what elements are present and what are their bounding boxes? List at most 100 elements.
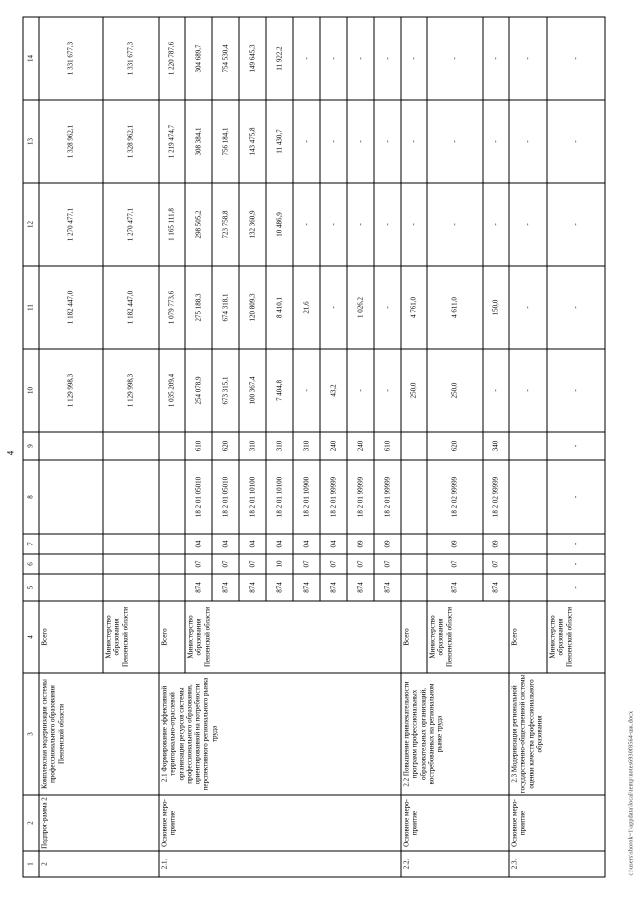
table-cell: Министерство образования Пензенской обла… — [184, 600, 401, 673]
activity-2-2-total-row: 2.2. Основное меро-приятие 2.2 Повышение п… — [400, 16, 509, 877]
table-cell — [508, 459, 547, 534]
table-cell: 04 — [238, 533, 266, 554]
table-cell: 4 761,0 — [400, 265, 427, 349]
table-cell: 18 2 01 10900 — [292, 459, 320, 534]
column-number: 11 — [22, 265, 39, 349]
table-cell: - — [400, 182, 427, 266]
table-cell: 298 505,2 — [184, 182, 212, 266]
table-cell: Основное меро-приятие — [158, 794, 401, 851]
table-cell: - — [546, 265, 605, 349]
table-header-row: 1 2 3 4 5 6 7 8 9 10 11 12 13 14 — [22, 16, 39, 877]
table-cell: - — [346, 16, 374, 100]
table-cell: 1 182 447,0 — [38, 265, 103, 349]
column-number: 9 — [22, 431, 39, 460]
table-cell: 1 328 962,1 — [38, 99, 103, 183]
table-cell: - — [546, 431, 605, 460]
table-cell: - — [426, 182, 483, 266]
table-cell: 874 — [265, 573, 293, 601]
table-cell: 310 — [238, 431, 266, 460]
table-cell: 250,0 — [400, 348, 427, 432]
table-cell: 2 — [38, 850, 159, 877]
table-cell: 2.3. — [508, 850, 605, 877]
table-cell: - — [546, 182, 605, 266]
table-cell: 874 — [373, 573, 401, 601]
column-number: 3 — [22, 672, 39, 795]
table-cell: 723 758,8 — [211, 182, 239, 266]
table-cell: 874 — [292, 573, 320, 601]
table-cell: - — [508, 348, 547, 432]
table-cell: Министерство образования Пензенской обла… — [546, 600, 605, 673]
table-cell: 1 270 477,1 — [38, 182, 103, 266]
table-cell: - — [373, 265, 401, 349]
table-cell: 308 384,1 — [184, 99, 212, 183]
table-cell: - — [508, 265, 547, 349]
table-cell: 874 — [426, 573, 483, 601]
table-cell: 04 — [292, 533, 320, 554]
table-cell: 874 — [346, 573, 374, 601]
table-cell: 10 486,9 — [265, 182, 293, 266]
table-cell: 18 2 01 99999 — [373, 459, 401, 534]
table-cell: 874 — [184, 573, 212, 601]
subprogram-2-total-row: 2 Подпрог-рамма 2 Комплексная модернизация… — [38, 16, 159, 877]
table-cell: 310 — [265, 431, 293, 460]
column-number: 13 — [22, 99, 39, 183]
table-cell: - — [546, 16, 605, 100]
table-cell: - — [482, 99, 509, 183]
table-cell — [158, 459, 185, 534]
table-cell: Основное меро-приятие — [400, 794, 509, 851]
table-cell: - — [319, 182, 347, 266]
table-cell — [400, 533, 427, 554]
table-cell: 2.1 Формирование эффективной территориал… — [158, 672, 401, 795]
table-cell: - — [546, 553, 605, 574]
table-cell: 1 328 962,1 — [102, 99, 159, 183]
table-cell: 09 — [482, 533, 509, 554]
table-cell: Всего — [38, 600, 103, 673]
table-cell: - — [508, 182, 547, 266]
table-cell: 07 — [211, 553, 239, 574]
table-cell: Министерство образования Пензенской обла… — [426, 600, 509, 673]
table-cell: - — [292, 348, 320, 432]
table-cell: - — [319, 99, 347, 183]
table-cell: - — [373, 348, 401, 432]
column-number: 10 — [22, 348, 39, 432]
table-cell: 874 — [319, 573, 347, 601]
table-cell: 07 — [238, 553, 266, 574]
table-cell: 674 318,1 — [211, 265, 239, 349]
table-cell: 04 — [211, 533, 239, 554]
table-cell — [508, 533, 547, 554]
table-cell: 18 2 01 05010 — [211, 459, 239, 534]
table-cell: 07 — [292, 553, 320, 574]
page-number: 4 — [5, 450, 15, 455]
table-cell — [38, 573, 103, 601]
table-cell: 620 — [426, 431, 483, 460]
table-cell — [38, 431, 103, 460]
table-cell: 09 — [373, 533, 401, 554]
table-cell — [102, 553, 159, 574]
table-cell: 07 — [373, 553, 401, 574]
table-cell: - — [546, 459, 605, 534]
table-cell: 150,0 — [482, 265, 509, 349]
table-cell: 18 2 01 99999 — [346, 459, 374, 534]
table-cell: 132 360,9 — [238, 182, 266, 266]
table-cell — [102, 459, 159, 534]
table-cell: - — [546, 348, 605, 432]
table-cell: - — [346, 348, 374, 432]
table-cell: Министерство образования Пензенской обла… — [102, 600, 159, 673]
table-cell: 10 — [265, 553, 293, 574]
table-cell — [102, 431, 159, 460]
table-cell: - — [292, 99, 320, 183]
table-cell: 275 188,3 — [184, 265, 212, 349]
table-cell — [400, 553, 427, 574]
table-cell: 240 — [319, 431, 347, 460]
table-cell: Комплексная модернизация системы професс… — [38, 672, 159, 795]
table-cell: 340 — [482, 431, 509, 460]
table-cell: 1 129 998,3 — [38, 348, 103, 432]
table-cell: 1 331 677,3 — [102, 16, 159, 100]
table-cell: 07 — [184, 553, 212, 574]
column-number: 2 — [22, 794, 39, 851]
table-cell — [158, 573, 185, 601]
table-cell: 04 — [265, 533, 293, 554]
table-cell — [508, 553, 547, 574]
table-cell: 11 430,7 — [265, 99, 293, 183]
table-cell: - — [482, 16, 509, 100]
